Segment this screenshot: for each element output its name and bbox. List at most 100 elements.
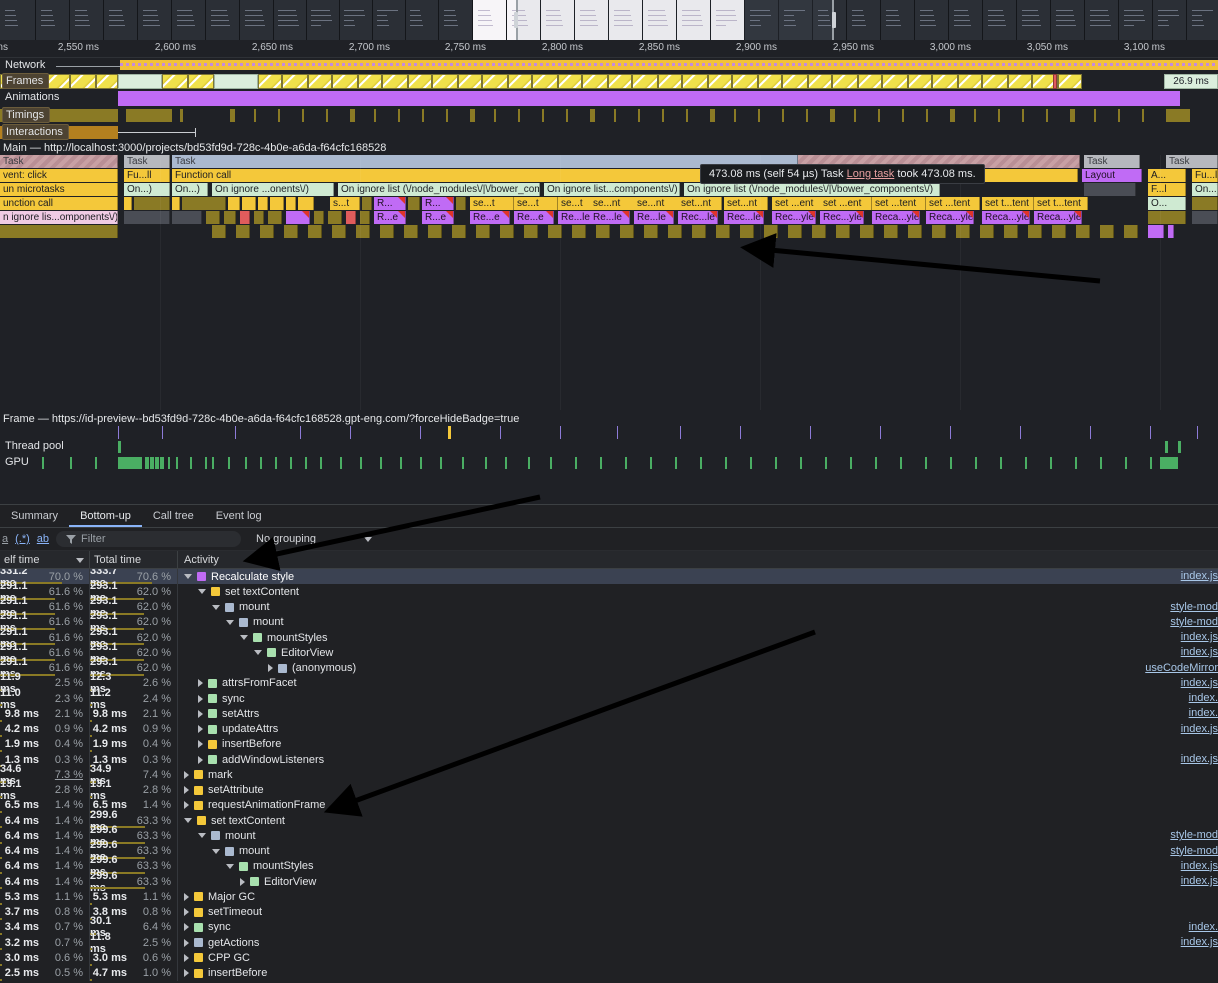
table-row[interactable]: 6.5 ms 1.4 % 6.5 ms 1.4 % requestAnimationFr…: [0, 797, 1218, 813]
gpu-task[interactable]: [725, 457, 727, 469]
flame-recalculate-style[interactable]: Re...e: [470, 211, 510, 224]
frame-event-mark[interactable]: [680, 426, 681, 439]
gpu-task[interactable]: [380, 457, 382, 469]
flame-bar[interactable]: [476, 225, 490, 238]
flame-bar[interactable]: [1148, 211, 1186, 224]
frame-cell[interactable]: [118, 74, 162, 89]
frame-cell[interactable]: [808, 74, 832, 89]
table-row[interactable]: 3.4 ms 0.7 % 30.1 ms 6.4 % sync index.: [0, 915, 1218, 939]
gpu-task[interactable]: [95, 457, 97, 469]
gpu-task[interactable]: [975, 457, 977, 469]
flame-bar[interactable]: [548, 225, 562, 238]
flame-bar[interactable]: [270, 197, 284, 210]
frame-cell[interactable]: [332, 74, 358, 89]
timing-marker[interactable]: [662, 109, 664, 122]
timing-marker[interactable]: [542, 109, 544, 122]
flame-bar[interactable]: [908, 225, 922, 238]
gpu-task[interactable]: [205, 457, 207, 469]
gpu-task[interactable]: [1160, 457, 1178, 469]
frame-cell[interactable]: [188, 74, 214, 89]
filmstrip-thumbnail[interactable]: [507, 0, 541, 40]
timing-marker[interactable]: [974, 109, 976, 122]
frame-event-mark[interactable]: [235, 426, 236, 439]
flame-task[interactable]: Task: [1166, 155, 1218, 168]
details-toolbar[interactable]: a (.*) ab Filter No grouping: [0, 528, 1218, 551]
timing-marker[interactable]: [470, 109, 475, 122]
gpu-task[interactable]: [825, 457, 827, 469]
flame-bar[interactable]: [314, 211, 324, 224]
timing-marker[interactable]: [686, 109, 688, 122]
gpu-task[interactable]: [160, 457, 164, 469]
expand-triangle-closed-icon[interactable]: [184, 923, 189, 932]
timing-marker[interactable]: [902, 109, 904, 122]
column-header-self-time[interactable]: elf time: [0, 550, 90, 569]
expand-triangle-open-icon[interactable]: [184, 574, 192, 580]
flame-ignore-list[interactable]: On ignore ...onents\/): [212, 183, 334, 196]
flame-function-call[interactable]: unction call: [0, 197, 118, 210]
flame-set-textcontent[interactable]: set t...tent: [982, 197, 1034, 210]
flame-bar[interactable]: [224, 211, 236, 224]
regex-toggle-icon[interactable]: (.*): [15, 533, 30, 545]
timing-marker[interactable]: [758, 109, 760, 122]
timing-marker[interactable]: [170, 109, 172, 122]
track-animations[interactable]: Animations: [0, 90, 1218, 107]
flame-set-textcontent[interactable]: set...nt: [724, 197, 768, 210]
flame-bar[interactable]: [134, 197, 170, 210]
frame-cell[interactable]: [782, 74, 808, 89]
gpu-task[interactable]: [440, 457, 442, 469]
filmstrip-thumbnail[interactable]: [406, 0, 439, 40]
gpu-task[interactable]: [138, 457, 142, 469]
flame-bar[interactable]: [212, 225, 226, 238]
tab-call-tree[interactable]: Call tree: [152, 510, 194, 522]
table-row[interactable]: 5.3 ms 1.1 % 5.3 ms 1.1 % Major GC: [0, 889, 1218, 905]
flame-bar[interactable]: [286, 197, 296, 210]
gpu-task[interactable]: [600, 457, 602, 469]
track-gpu[interactable]: GPU: [0, 455, 1218, 471]
flame-recalculate-style[interactable]: Reca...yle: [926, 211, 974, 224]
tab-bottom-up[interactable]: Bottom-up: [69, 505, 142, 527]
match-case-toggle-icon[interactable]: ab: [36, 533, 50, 545]
frame-cell[interactable]: [458, 74, 482, 89]
flame-set-textcontent[interactable]: se...t: [514, 197, 558, 210]
table-row[interactable]: 11.0 ms 2.3 % 11.2 ms 2.4 % sync index.: [0, 687, 1218, 711]
expand-triangle-open-icon[interactable]: [212, 848, 220, 854]
filmstrip-thumbnail[interactable]: [677, 0, 711, 40]
thread-pool-event[interactable]: [1178, 441, 1181, 453]
flame-recalculate-style[interactable]: Re...e: [514, 211, 554, 224]
grouping-select[interactable]: No grouping: [256, 533, 372, 545]
timing-marker[interactable]: [638, 109, 640, 122]
gpu-task[interactable]: [1150, 457, 1152, 469]
gpu-task[interactable]: [575, 457, 577, 469]
frame-cell[interactable]: [508, 74, 532, 89]
network-request-bar[interactable]: [120, 60, 1218, 70]
frame-cell[interactable]: [908, 74, 932, 89]
flame-bar[interactable]: [500, 225, 514, 238]
frame-cell[interactable]: [932, 74, 958, 89]
frame-cell[interactable]: [532, 74, 558, 89]
gpu-task[interactable]: [528, 457, 530, 469]
timing-marker[interactable]: [230, 109, 235, 122]
flame-bar[interactable]: [0, 225, 118, 238]
frame-event-mark[interactable]: [350, 426, 351, 439]
source-link[interactable]: style-mod: [1170, 615, 1218, 628]
filmstrip-thumbnail[interactable]: [274, 0, 307, 40]
frame-duration-label[interactable]: 26.9 ms: [1164, 74, 1218, 89]
timing-marker[interactable]: [806, 109, 808, 122]
frame-event-mark[interactable]: [740, 426, 741, 439]
flame-bar[interactable]: [380, 225, 394, 238]
table-row[interactable]: 291.1 ms61.6 %293.1 ms62.0 % mount style-m…: [0, 595, 1218, 619]
flame-bar[interactable]: [1192, 197, 1218, 210]
gpu-task[interactable]: [228, 457, 230, 469]
performance-overview[interactable]: [0, 0, 1218, 40]
frame-cell[interactable]: [582, 74, 608, 89]
flame-bar[interactable]: [236, 225, 250, 238]
flame-bar[interactable]: [1084, 183, 1136, 196]
frame-cell[interactable]: [408, 74, 432, 89]
flame-bar[interactable]: [668, 225, 682, 238]
expand-triangle-open-icon[interactable]: [226, 619, 234, 625]
timing-marker[interactable]: [422, 109, 424, 122]
expand-triangle-closed-icon[interactable]: [198, 679, 203, 688]
flame-ignore-list[interactable]: On ignore list (\/node_modules\/|\/bower…: [684, 183, 940, 196]
timing-marker[interactable]: [1118, 109, 1120, 122]
bottom-up-table-rows[interactable]: 331.2 ms70.0 %333.7 ms70.6 %Recalculate …: [0, 569, 1218, 983]
